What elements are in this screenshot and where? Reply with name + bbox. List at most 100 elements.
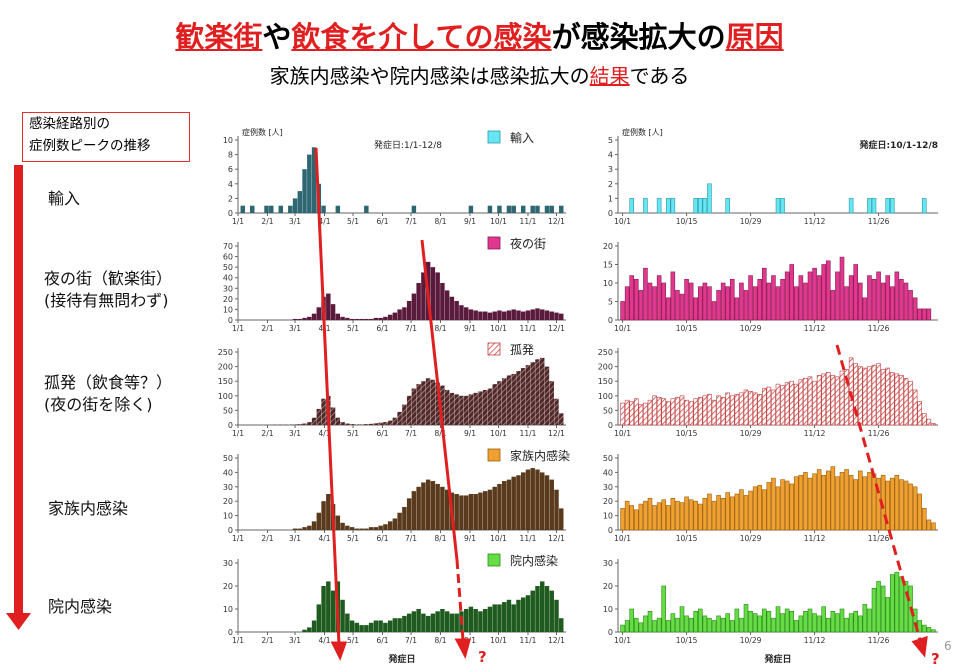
bar: [321, 205, 326, 213]
bar: [643, 267, 648, 321]
bar: [912, 608, 918, 633]
bar: [889, 198, 895, 214]
bar: [848, 474, 854, 531]
bar: [340, 522, 345, 530]
bar: [311, 620, 317, 632]
title-part: 飲食を介しての感染: [291, 20, 552, 54]
bar: [752, 613, 758, 633]
bar: [411, 388, 417, 425]
bar: [771, 389, 776, 426]
bar: [812, 613, 817, 633]
bar: [501, 481, 507, 530]
bar: [250, 205, 255, 213]
bar: [652, 286, 657, 321]
bar: [903, 377, 909, 426]
bar: [848, 275, 854, 321]
x-tick-label: 6/1: [376, 636, 388, 645]
bar: [670, 613, 676, 633]
bar: [830, 375, 836, 426]
bar: [661, 282, 667, 321]
bar: [780, 385, 785, 426]
bar: [803, 610, 808, 633]
y-tick-label: 50: [603, 454, 613, 463]
bar: [661, 398, 667, 426]
bar: [908, 483, 913, 531]
bar: [530, 205, 535, 213]
y-tick-label: 20: [223, 295, 233, 304]
bar: [844, 286, 849, 321]
y-tick-label: 30: [223, 284, 233, 293]
bar: [354, 424, 360, 425]
bar: [559, 313, 564, 320]
bar: [688, 617, 694, 633]
bar: [830, 290, 836, 321]
x-tick-label: 6/1: [376, 324, 388, 333]
x-tick-label: 6/1: [376, 217, 388, 226]
bar: [269, 205, 274, 213]
x-tick-label: 8/1: [434, 324, 446, 333]
bar: [871, 587, 877, 633]
bar: [707, 394, 712, 426]
y-tick-label: 40: [603, 468, 613, 477]
bar: [894, 373, 900, 426]
bar: [903, 480, 909, 531]
bar: [675, 290, 680, 321]
bar: [392, 518, 398, 530]
bar: [780, 198, 785, 214]
x-tick-label: 6/1: [376, 429, 388, 438]
bar: [867, 608, 872, 633]
bar: [775, 606, 781, 633]
bar: [830, 610, 836, 633]
bar: [497, 205, 502, 213]
title-part: 結果: [589, 64, 630, 88]
x-axis-label: 発症日: [763, 653, 791, 665]
bar: [812, 473, 817, 531]
bar: [725, 392, 731, 426]
bar: [425, 479, 431, 530]
x-tick-label: 4/1: [318, 636, 330, 645]
bar: [406, 613, 412, 632]
bar: [684, 615, 689, 633]
row-label: 家族内感染: [48, 499, 129, 518]
subtitle: 家族内感染や院内感染は感染拡大の結果である: [0, 60, 959, 89]
bar: [307, 422, 312, 425]
x-tick-label: 11/1: [520, 636, 537, 645]
bar: [354, 622, 360, 632]
title-part: 原因: [725, 20, 784, 54]
x-tick-label: 3/1: [289, 534, 301, 543]
bar: [793, 476, 799, 531]
bar: [316, 408, 322, 425]
bar: [435, 483, 440, 530]
bar: [297, 424, 303, 425]
bar: [368, 622, 374, 632]
bar: [793, 286, 799, 321]
y-tick-label: 0: [608, 526, 613, 535]
bar: [535, 586, 540, 632]
x-tick-label: 11/12: [804, 324, 826, 333]
bar: [876, 363, 881, 426]
row-label: 輸入: [48, 189, 81, 208]
x-tick-label: 2/1: [261, 636, 273, 645]
row-label: (接待有無問わず): [44, 291, 169, 310]
bar: [780, 613, 785, 633]
bar: [402, 506, 407, 530]
bar: [926, 627, 932, 633]
bar: [743, 290, 749, 321]
x-tick-label: 11/12: [804, 534, 826, 543]
bar: [793, 620, 799, 633]
bar: [345, 317, 350, 320]
title-part: 家族内感染や院内感染は感染拡大の: [269, 64, 590, 88]
bar: [857, 615, 863, 633]
y-tick-label: 40: [223, 468, 233, 477]
y-tick-label: 10: [223, 605, 233, 614]
x-tick-label: 10/29: [740, 217, 762, 226]
bar: [652, 505, 657, 531]
arrow: [835, 344, 922, 641]
bar: [848, 613, 854, 633]
x-tick-label: 9/1: [464, 534, 476, 543]
bar: [629, 505, 635, 531]
legend-label: 院内感染: [510, 553, 558, 568]
bar: [652, 395, 657, 426]
bar: [711, 399, 717, 426]
bar: [720, 617, 726, 633]
